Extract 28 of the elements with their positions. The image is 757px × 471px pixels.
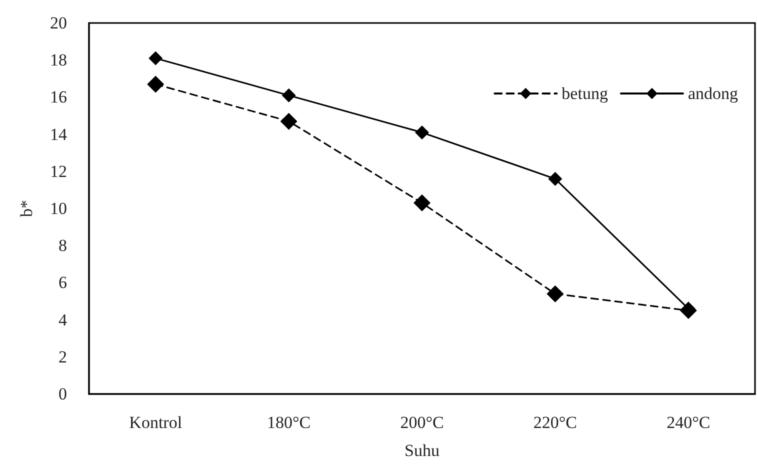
- x-tick-label: 220°C: [533, 413, 578, 432]
- point: [280, 112, 298, 130]
- point: [548, 172, 562, 186]
- y-tick-label: 16: [50, 88, 67, 107]
- point: [282, 88, 296, 102]
- point: [415, 125, 429, 140]
- x-tick-label: 200°C: [400, 413, 444, 432]
- y-tick-label: 6: [58, 273, 67, 292]
- y-tick-label: 4: [58, 310, 68, 330]
- point: [147, 76, 164, 93]
- y-tick-label: 12: [50, 162, 67, 181]
- x-tick-label: 240°C: [666, 413, 710, 432]
- point: [546, 285, 564, 302]
- y-axis-title: b*: [17, 200, 36, 217]
- point: [414, 194, 430, 212]
- legend-label: andong: [688, 84, 738, 103]
- y-tick-label: 8: [58, 236, 67, 256]
- y-tick-label: 0: [58, 384, 67, 404]
- y-tick-label: 20: [50, 14, 67, 32]
- x-tick-label: 180°C: [266, 413, 311, 432]
- y-tick-label: 14: [50, 124, 68, 144]
- y-tick-label: 2: [58, 347, 67, 366]
- y-tick-label: 10: [50, 199, 67, 218]
- point: [148, 51, 163, 66]
- x-tick-label: Kontrol: [129, 413, 182, 432]
- legend-label: betung: [562, 84, 608, 103]
- x-axis-title: Suhu: [404, 441, 440, 460]
- y-tick-label: 18: [50, 50, 67, 70]
